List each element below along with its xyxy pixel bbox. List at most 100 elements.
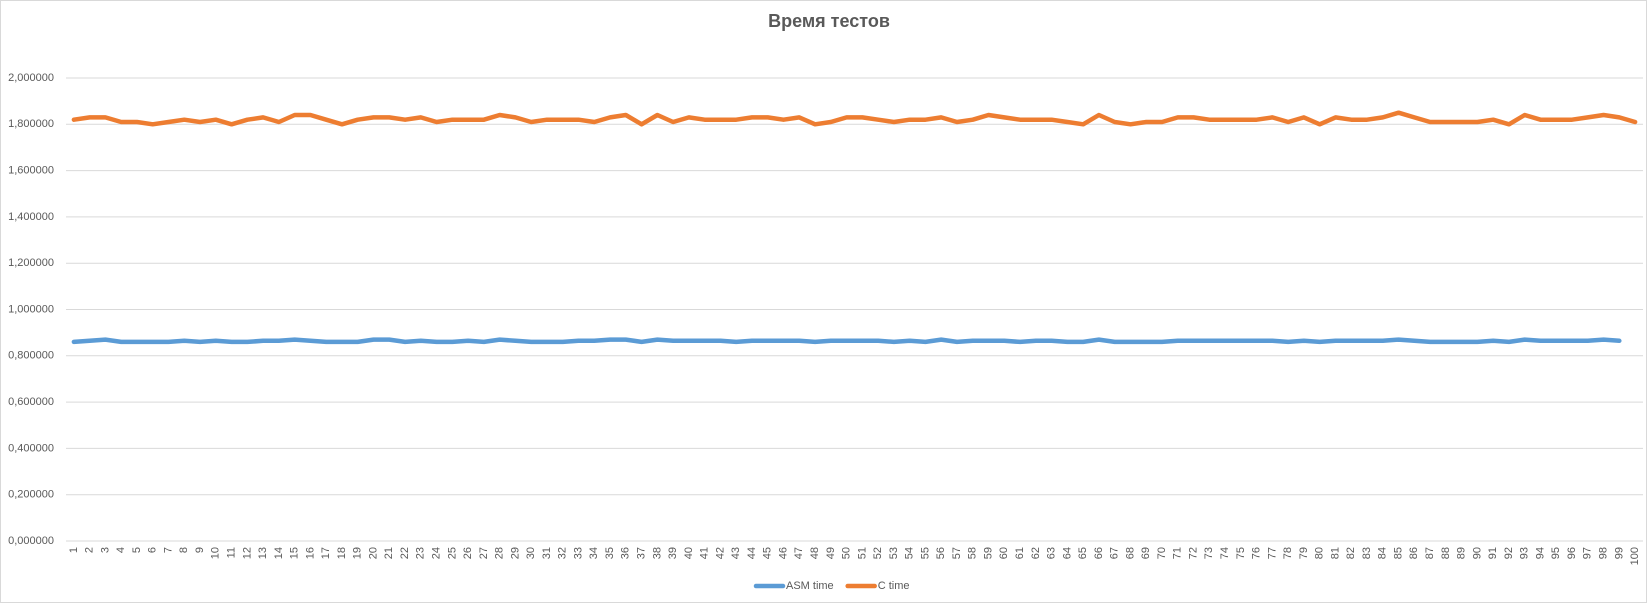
x-tick-label: 51 <box>856 547 868 559</box>
x-tick-label: 6 <box>147 547 159 553</box>
x-tick-label: 27 <box>478 547 490 559</box>
x-tick-label: 79 <box>1298 547 1310 559</box>
x-tick-label: 72 <box>1187 547 1199 559</box>
y-tick-label: 0,600000 <box>8 396 54 408</box>
x-tick-label: 76 <box>1251 547 1263 559</box>
x-tick-label: 15 <box>289 547 301 559</box>
x-tick-label: 64 <box>1061 547 1073 559</box>
x-tick-label: 81 <box>1329 547 1341 559</box>
x-tick-label: 89 <box>1456 547 1468 559</box>
x-tick-label: 8 <box>178 547 190 553</box>
chart-title: Время тестов <box>768 11 890 31</box>
x-tick-label: 62 <box>1030 547 1042 559</box>
x-tick-label: 12 <box>241 547 253 559</box>
x-tick-label: 13 <box>257 547 269 559</box>
series-line <box>71 337 1622 345</box>
x-tick-label: 85 <box>1392 547 1404 559</box>
x-tick-label: 70 <box>1156 547 1168 559</box>
x-tick-label: 26 <box>462 547 474 559</box>
x-tick-label: 56 <box>935 547 947 559</box>
x-tick-label: 57 <box>951 547 963 559</box>
x-tick-label: 46 <box>777 547 789 559</box>
x-tick-label: 99 <box>1613 547 1625 559</box>
x-tick-label: 32 <box>557 547 569 559</box>
x-tick-label: 18 <box>336 547 348 559</box>
x-tick-label: 35 <box>604 547 616 559</box>
x-tick-label: 14 <box>273 547 285 559</box>
x-tick-label: 61 <box>1014 547 1026 559</box>
x-tick-label: 29 <box>509 547 521 559</box>
x-tick-label: 60 <box>998 547 1010 559</box>
x-tick-label: 31 <box>541 547 553 559</box>
x-tick-label: 42 <box>714 547 726 559</box>
x-tick-label: 49 <box>825 547 837 559</box>
x-tick-label: 63 <box>1046 547 1058 559</box>
x-tick-label: 68 <box>1124 547 1136 559</box>
x-tick-label: 3 <box>99 547 111 553</box>
x-tick-label: 52 <box>872 547 884 559</box>
x-tick-label: 9 <box>194 547 206 553</box>
x-tick-label: 10 <box>210 547 222 559</box>
x-tick-label: 48 <box>809 547 821 559</box>
y-tick-label: 0,000000 <box>8 535 54 547</box>
x-tick-label: 86 <box>1408 547 1420 559</box>
y-tick-label: 0,800000 <box>8 350 54 362</box>
legend-label: ASM time <box>786 580 834 592</box>
x-tick-label: 4 <box>115 547 127 553</box>
x-tick-label: 83 <box>1361 547 1373 559</box>
y-tick-label: 2,000000 <box>8 72 54 84</box>
x-tick-label: 45 <box>762 547 774 559</box>
x-tick-label: 74 <box>1219 547 1231 559</box>
x-tick-label: 22 <box>399 547 411 559</box>
y-tick-label: 0,400000 <box>8 442 54 454</box>
x-tick-label: 7 <box>162 547 174 553</box>
x-tick-label: 21 <box>383 547 395 559</box>
x-tick-label: 75 <box>1235 547 1247 559</box>
x-tick-label: 69 <box>1140 547 1152 559</box>
x-tick-label: 97 <box>1582 547 1594 559</box>
x-tick-label: 37 <box>636 547 648 559</box>
x-tick-label: 47 <box>793 547 805 559</box>
y-tick-label: 1,200000 <box>8 257 54 269</box>
x-tick-label: 65 <box>1077 547 1089 559</box>
x-tick-label: 36 <box>620 547 632 559</box>
x-tick-label: 43 <box>730 547 742 559</box>
y-tick-label: 1,800000 <box>8 118 54 130</box>
x-tick-label: 23 <box>415 547 427 559</box>
x-tick-label: 25 <box>446 547 458 559</box>
x-tick-label: 84 <box>1377 547 1389 559</box>
x-tick-label: 39 <box>667 547 679 559</box>
x-tick-label: 16 <box>304 547 316 559</box>
x-tick-label: 40 <box>683 547 695 559</box>
x-tick-label: 73 <box>1203 547 1215 559</box>
x-tick-label: 53 <box>888 547 900 559</box>
x-tick-label: 54 <box>904 547 916 559</box>
x-tick-label: 55 <box>919 547 931 559</box>
x-tick-label: 77 <box>1266 547 1278 559</box>
x-tick-label: 92 <box>1503 547 1515 559</box>
x-tick-label: 93 <box>1519 547 1531 559</box>
x-tick-label: 11 <box>225 547 237 558</box>
y-tick-label: 1,600000 <box>8 165 54 177</box>
x-tick-label: 1 <box>68 547 80 553</box>
x-tick-label: 98 <box>1597 547 1609 559</box>
x-tick-label: 91 <box>1487 547 1499 559</box>
x-tick-label: 19 <box>352 547 364 559</box>
x-tick-label: 100 <box>1629 547 1641 565</box>
x-tick-label: 17 <box>320 547 332 559</box>
x-tick-label: 2 <box>84 547 96 553</box>
x-tick-label: 80 <box>1314 547 1326 559</box>
x-tick-label: 41 <box>699 547 711 559</box>
x-tick-label: 30 <box>525 547 537 559</box>
x-tick-label: 66 <box>1093 547 1105 559</box>
x-tick-label: 59 <box>982 547 994 559</box>
x-tick-label: 24 <box>431 547 443 559</box>
x-tick-label: 33 <box>572 547 584 559</box>
x-tick-label: 78 <box>1282 547 1294 559</box>
x-tick-label: 50 <box>841 547 853 559</box>
x-tick-label: 38 <box>651 547 663 559</box>
x-tick-label: 71 <box>1172 547 1184 559</box>
x-tick-label: 90 <box>1471 547 1483 559</box>
y-tick-label: 1,000000 <box>8 303 54 315</box>
